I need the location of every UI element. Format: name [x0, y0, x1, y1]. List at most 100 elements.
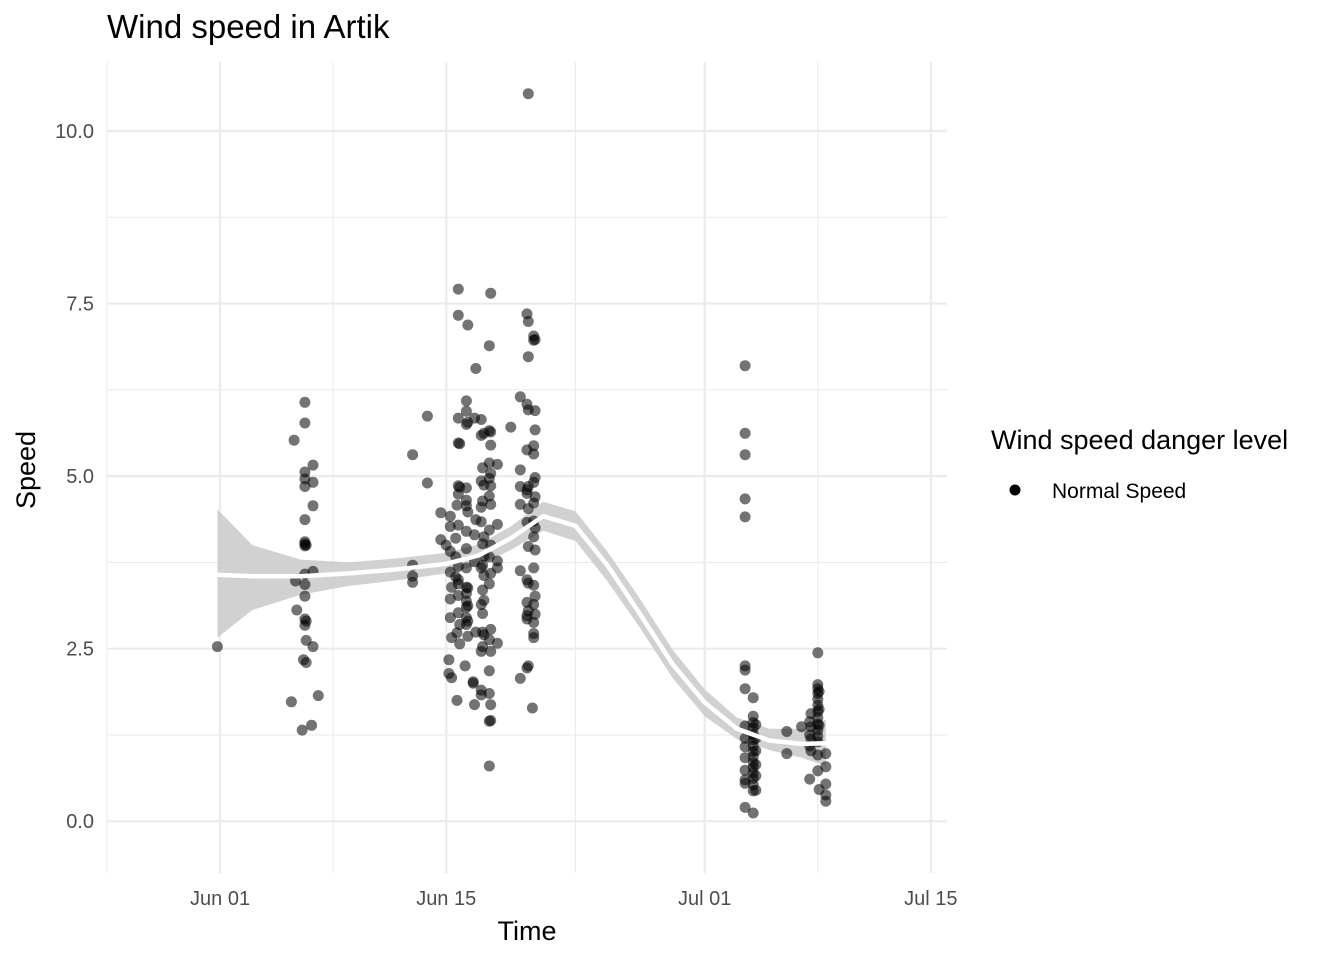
data-point — [483, 665, 495, 677]
data-point — [485, 645, 497, 657]
data-point — [467, 676, 479, 688]
data-point — [307, 500, 319, 512]
y-tick-label: 0.0 — [66, 811, 94, 833]
data-point — [446, 672, 458, 684]
y-tick-label: 7.5 — [66, 294, 94, 316]
data-point — [485, 715, 497, 726]
data-point — [462, 506, 474, 518]
data-point — [529, 491, 541, 503]
data-point — [451, 499, 463, 511]
data-point — [462, 615, 474, 627]
data-point — [491, 518, 503, 530]
data-point — [485, 439, 497, 451]
data-point — [528, 617, 540, 628]
data-point — [307, 459, 319, 471]
data-point — [528, 440, 540, 452]
data-point — [300, 657, 312, 668]
legend: Wind speed danger level Normal Speed — [991, 425, 1288, 503]
data-point — [529, 424, 541, 436]
data-point — [739, 741, 751, 753]
data-point — [796, 721, 808, 733]
data-point — [477, 641, 489, 653]
data-point — [475, 516, 487, 528]
data-point — [451, 627, 463, 639]
smooth-band — [217, 501, 826, 766]
data-point — [460, 405, 472, 417]
data-point — [739, 752, 751, 764]
data-point — [820, 748, 832, 760]
data-point — [307, 476, 319, 488]
data-point — [462, 582, 474, 594]
data-point — [469, 699, 480, 711]
data-point — [483, 524, 495, 536]
data-point — [750, 745, 762, 757]
data-point — [505, 421, 517, 433]
legend-label-normal-speed: Normal Speed — [1052, 480, 1186, 503]
legend-title: Wind speed danger level — [991, 425, 1288, 455]
data-point — [514, 391, 526, 403]
data-point — [739, 511, 751, 523]
data-point — [820, 778, 832, 790]
data-point — [460, 395, 472, 407]
data-point — [299, 514, 311, 526]
chart-title: Wind speed in Artik — [107, 8, 390, 45]
data-point — [529, 334, 541, 345]
y-tick-label: 2.5 — [66, 639, 94, 661]
data-point — [407, 449, 419, 461]
data-point — [421, 477, 433, 489]
data-point — [470, 363, 482, 374]
data-point — [483, 688, 495, 699]
data-point — [469, 529, 480, 541]
data-point — [812, 647, 824, 659]
data-point — [307, 641, 319, 653]
data-point — [813, 719, 825, 731]
data-point — [522, 316, 534, 327]
data-point — [306, 719, 318, 731]
x-tick-label: Jul 01 — [678, 888, 731, 910]
data-point — [485, 623, 497, 635]
data-point — [528, 448, 540, 460]
data-point — [528, 579, 540, 591]
data-point — [475, 414, 487, 425]
data-point — [483, 340, 495, 352]
data-point — [483, 551, 495, 563]
data-point — [485, 480, 497, 492]
data-point — [477, 608, 489, 619]
data-point — [491, 458, 503, 470]
data-point — [460, 562, 472, 574]
data-point — [813, 686, 825, 697]
data-point — [299, 481, 311, 492]
data-point — [526, 702, 538, 714]
data-point — [485, 467, 497, 479]
data-point — [300, 615, 312, 627]
data-point — [747, 807, 759, 819]
data-point — [483, 490, 495, 502]
data-point — [514, 565, 526, 577]
legend-key-normal-speed — [1009, 484, 1021, 496]
smooth-line — [215, 513, 829, 747]
data-point — [291, 604, 303, 616]
data-point — [435, 507, 447, 519]
data-point — [452, 561, 464, 572]
data-point — [460, 482, 472, 494]
data-point — [750, 719, 762, 731]
data-point — [483, 457, 495, 469]
data-point — [450, 532, 462, 544]
data-point — [475, 689, 487, 701]
data-point — [529, 544, 541, 556]
data-point — [739, 493, 751, 505]
data-point — [300, 539, 312, 551]
data-point — [285, 696, 297, 708]
data-point — [528, 562, 540, 574]
data-point — [288, 434, 300, 446]
data-point — [452, 519, 464, 531]
data-point — [739, 801, 751, 813]
data-point — [477, 559, 489, 571]
data-point — [444, 510, 456, 522]
data-point — [781, 726, 793, 737]
data-point — [452, 283, 464, 295]
y-tick-label: 5.0 — [66, 466, 94, 488]
data-point — [483, 760, 495, 772]
data-point — [781, 748, 793, 760]
